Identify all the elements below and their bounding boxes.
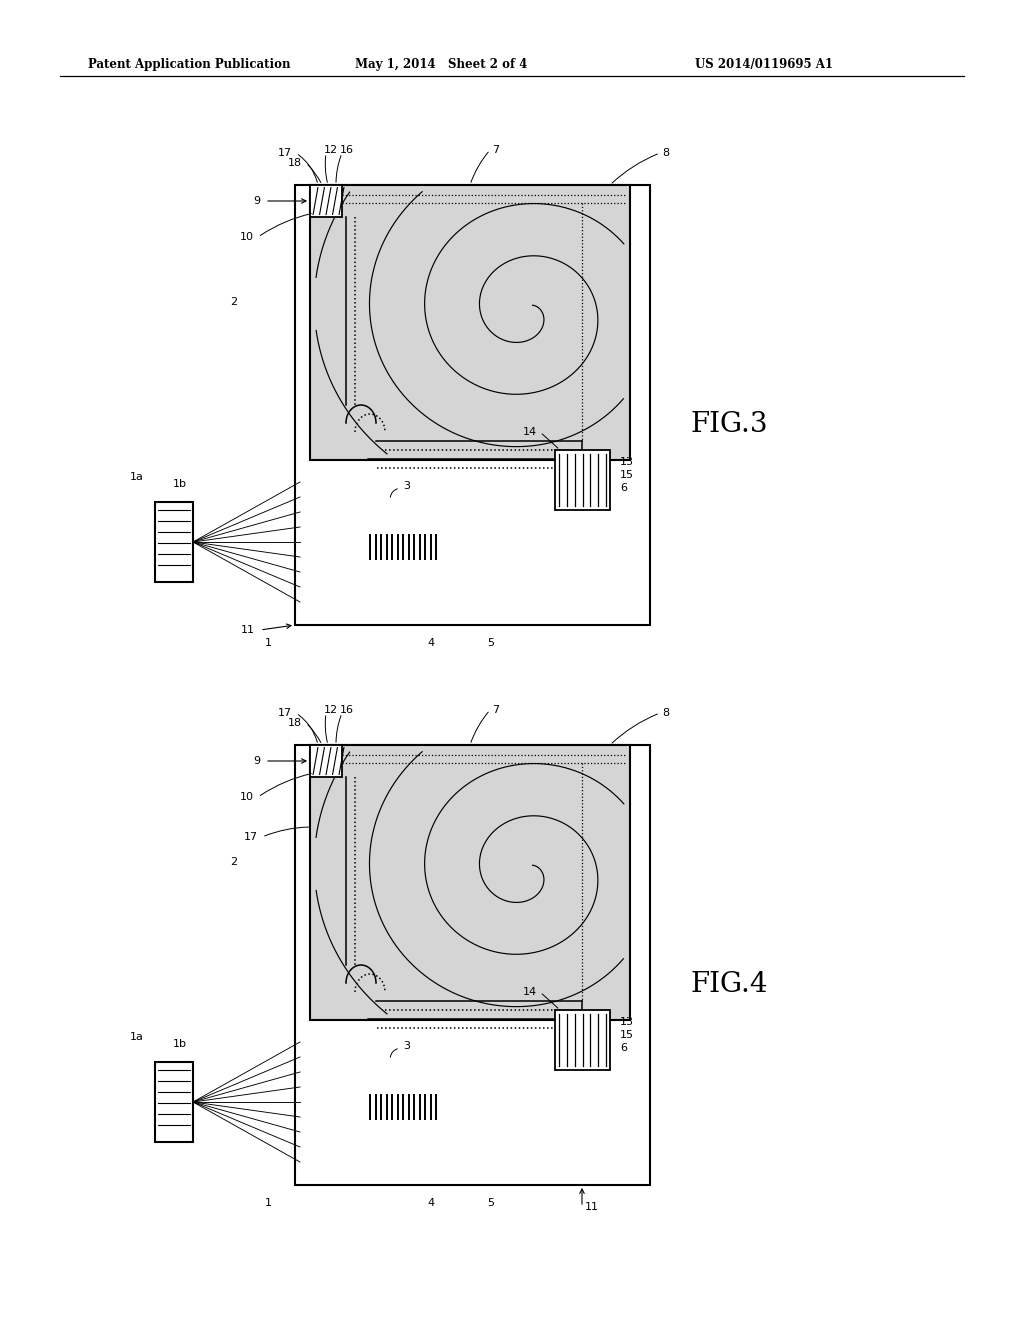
Text: 5: 5 [487, 1199, 494, 1208]
Text: 8: 8 [662, 148, 669, 158]
Text: 1b: 1b [173, 479, 187, 488]
Text: 1b: 1b [173, 1039, 187, 1049]
Text: 2: 2 [230, 857, 238, 867]
Text: 16: 16 [340, 145, 354, 154]
Text: 1: 1 [265, 1199, 272, 1208]
Bar [555, 1010, 610, 1071]
Text: 6: 6 [620, 483, 627, 492]
Text: 13: 13 [620, 457, 634, 467]
Text: 13: 13 [620, 1016, 634, 1027]
Text: May 1, 2014   Sheet 2 of 4: May 1, 2014 Sheet 2 of 4 [355, 58, 527, 71]
Text: 12: 12 [324, 145, 338, 154]
Text: 16: 16 [340, 705, 354, 715]
Text: 1a: 1a [130, 1032, 144, 1041]
Bar [310, 185, 342, 216]
Bar [155, 502, 193, 582]
Text: 10: 10 [240, 792, 254, 803]
Text: 9: 9 [253, 195, 260, 206]
Text: 6: 6 [620, 1043, 627, 1053]
Text: 2: 2 [230, 297, 238, 308]
Text: FIG.3: FIG.3 [690, 412, 768, 438]
Text: Patent Application Publication: Patent Application Publication [88, 58, 291, 71]
Text: 11: 11 [241, 624, 255, 635]
Bar [310, 744, 630, 1020]
Text: 10: 10 [240, 232, 254, 242]
Text: 4: 4 [427, 638, 434, 648]
Text: 15: 15 [620, 1030, 634, 1040]
Text: 9: 9 [253, 756, 260, 766]
Text: 7: 7 [492, 145, 499, 154]
Text: US 2014/0119695 A1: US 2014/0119695 A1 [695, 58, 833, 71]
Text: 17: 17 [244, 832, 258, 842]
Text: 1a: 1a [130, 473, 144, 482]
Text: 18: 18 [288, 718, 302, 729]
Text: 8: 8 [662, 708, 669, 718]
Text: 14: 14 [523, 987, 537, 997]
Text: 7: 7 [492, 705, 499, 715]
Text: 1: 1 [265, 638, 272, 648]
Bar [295, 185, 650, 624]
Text: FIG.4: FIG.4 [690, 972, 768, 998]
Text: 4: 4 [427, 1199, 434, 1208]
Text: 18: 18 [288, 158, 302, 168]
Bar [295, 744, 650, 1185]
Text: 17: 17 [278, 148, 292, 158]
Text: 17: 17 [278, 708, 292, 718]
Bar [155, 1063, 193, 1142]
Bar [310, 744, 342, 777]
Text: 3: 3 [403, 480, 410, 491]
Bar [555, 450, 610, 510]
Bar [310, 185, 630, 459]
Text: 3: 3 [403, 1041, 410, 1051]
Text: 5: 5 [487, 638, 494, 648]
Text: 11: 11 [585, 1203, 599, 1212]
Text: 15: 15 [620, 470, 634, 480]
Text: 14: 14 [523, 426, 537, 437]
Text: 12: 12 [324, 705, 338, 715]
